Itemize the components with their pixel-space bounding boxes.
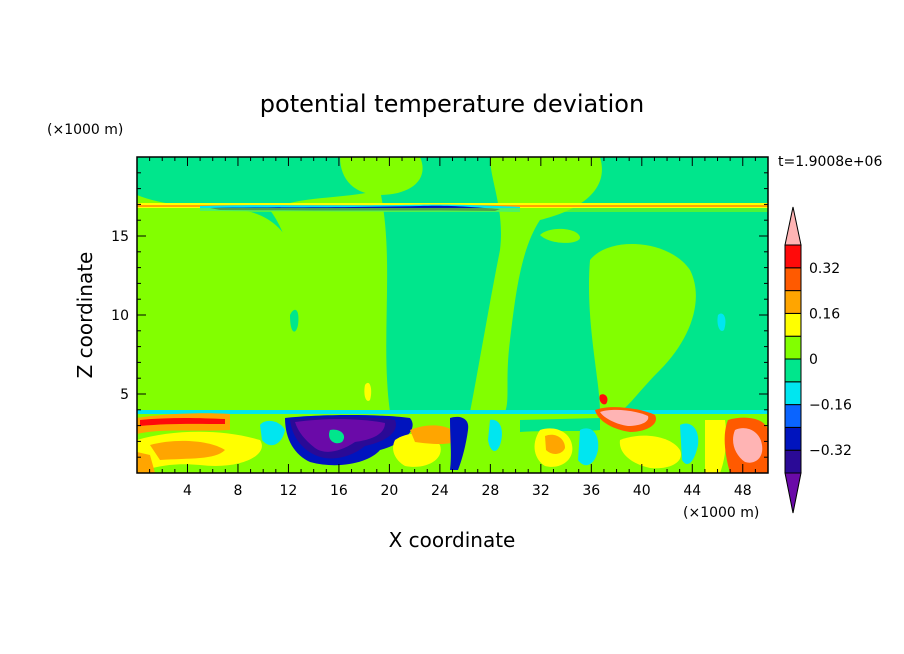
warm-right-core — [733, 428, 763, 463]
y-tick-label: 10 — [111, 308, 129, 324]
x-tick-label: 20 — [380, 483, 398, 499]
blob-right-small — [540, 228, 580, 243]
y-tick-label: 5 — [120, 387, 129, 403]
bl-orange-center — [410, 425, 460, 444]
bl-green-mid — [520, 418, 600, 432]
colorbar-band — [784, 358, 802, 383]
band-light — [137, 208, 768, 212]
bl-cyan-b — [488, 419, 502, 452]
bl-yellow-strip — [705, 420, 727, 473]
blob-green-small — [290, 309, 299, 332]
spot-yellow — [364, 382, 372, 401]
x-tick-label: 36 — [582, 483, 600, 499]
colorbar-label: 0 — [809, 352, 818, 368]
x-tick-label: 28 — [481, 483, 499, 499]
colorbar-max-triangle — [784, 206, 802, 246]
bl-orange-mid — [545, 434, 565, 454]
plume-center — [470, 157, 602, 412]
contour-field — [137, 157, 768, 473]
time-label: t=1.9008e+06 — [778, 154, 882, 170]
warm-core — [600, 409, 649, 426]
y-tick-label: 15 — [111, 229, 129, 245]
x-axis-label: X coordinate — [389, 528, 516, 552]
bl-yellow-right — [619, 435, 681, 469]
x-tick-label: 40 — [633, 483, 651, 499]
x-tick-label: 4 — [183, 483, 192, 499]
colorbar-label: 0.16 — [809, 306, 840, 322]
bl-cyan-d — [680, 423, 699, 465]
colorbar-min-triangle — [784, 472, 802, 514]
x-unit-label: (×1000 m) — [683, 505, 759, 521]
x-tick-label: 8 — [233, 483, 242, 499]
colorbar-band — [784, 426, 802, 451]
colorbar-label: −0.16 — [809, 398, 852, 414]
x-tick-label: 24 — [431, 483, 449, 499]
spot-red — [599, 394, 608, 405]
colorbar-band — [784, 312, 802, 337]
plume-center-left — [270, 190, 390, 412]
x-tick-label: 44 — [683, 483, 701, 499]
chart-title: potential temperature deviation — [260, 90, 644, 118]
bl-cyan-c — [578, 428, 599, 466]
bl-blue-plume — [450, 416, 469, 470]
spot-cyan — [717, 313, 726, 331]
bl-top-cyan — [137, 410, 768, 414]
colorbar-band — [784, 449, 802, 474]
bl-orange-corner — [137, 452, 155, 473]
colorbar-band — [784, 290, 802, 314]
colorbar-label: −0.32 — [809, 443, 852, 459]
colorbar-band — [784, 267, 802, 292]
y-axis-label: Z coordinate — [73, 252, 97, 379]
y-unit-label: (×1000 m) — [47, 122, 123, 138]
x-axis: 4 8 12 16 20 24 28 32 36 40 44 48 — [149, 157, 756, 499]
colorbar-band — [784, 404, 802, 428]
top-patch-1 — [340, 157, 423, 195]
y-axis: 5 10 15 — [111, 172, 768, 458]
plume-left-upper — [173, 223, 272, 412]
x-tick-label: 12 — [280, 483, 298, 499]
bl-cyan-a — [260, 420, 285, 446]
colorbar-label: 0.32 — [809, 261, 840, 277]
x-tick-label: 48 — [734, 483, 752, 499]
x-tick-label: 32 — [532, 483, 550, 499]
colorbar: 0.32 0.16 0 −0.16 −0.32 — [784, 206, 852, 514]
bl-red-left — [140, 418, 225, 426]
plume-right — [588, 243, 696, 412]
colorbar-band — [784, 244, 802, 269]
x-tick-label: 16 — [330, 483, 348, 499]
cold-pool-hole — [329, 429, 345, 444]
colorbar-band — [784, 381, 802, 406]
bl-orange-left-2 — [150, 440, 225, 460]
colorbar-band — [784, 335, 802, 360]
